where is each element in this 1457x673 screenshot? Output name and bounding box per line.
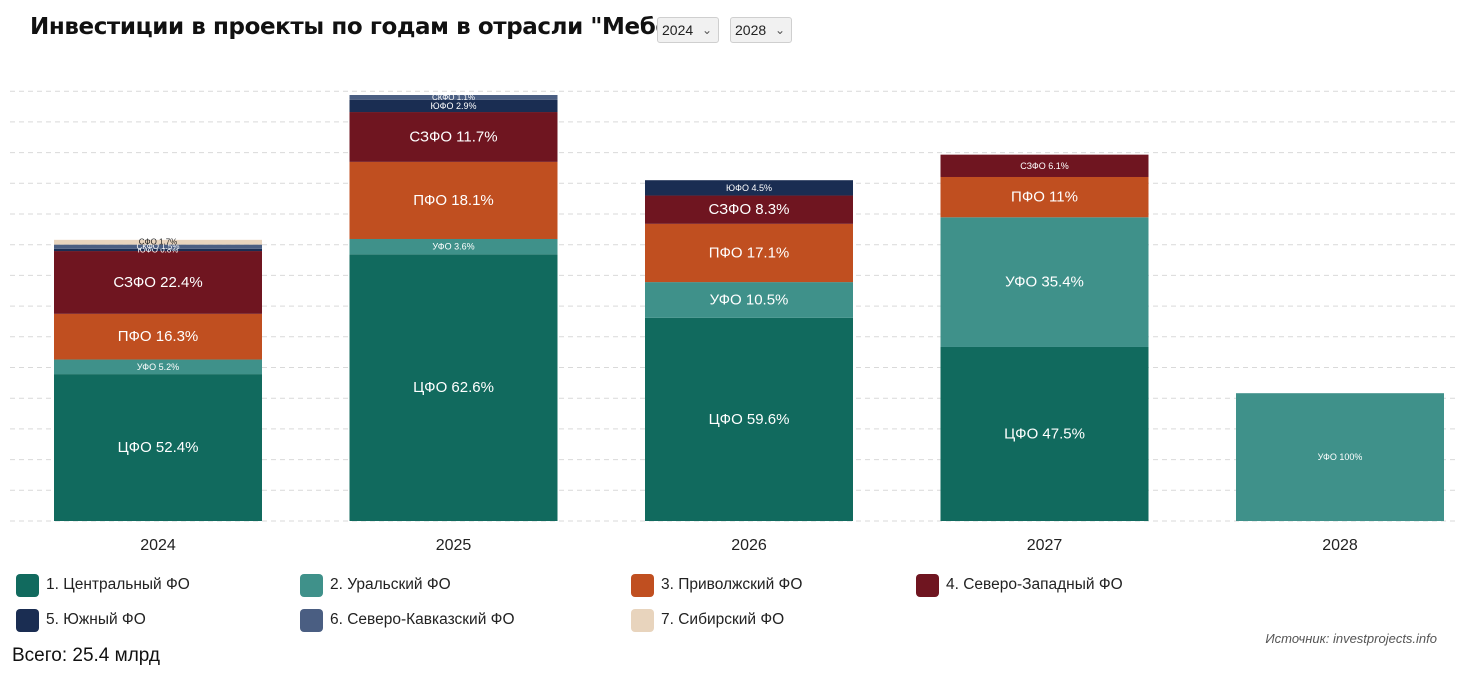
- bar-segment-pfo-2026[interactable]: [645, 223, 853, 283]
- bar-segment-pfo-2025[interactable]: [349, 161, 558, 239]
- data-label-szfo-2024: СЗФО 22.4%: [113, 274, 202, 291]
- year-to-select[interactable]: 2028 ⌄: [730, 17, 792, 43]
- data-label-yufo-2024: ЮФО 0.8%: [138, 245, 179, 254]
- bar-segment-sfo-2024[interactable]: [54, 239, 262, 245]
- data-label-pfo-2027: ПФО 11%: [1011, 189, 1078, 206]
- data-label-cfo-2026: ЦФО 59.6%: [709, 411, 790, 428]
- legend-swatch: [916, 573, 939, 597]
- data-label-ufo-2026: УФО 10.5%: [710, 291, 789, 308]
- source-note: Источник: investprojects.info: [1265, 631, 1437, 646]
- data-label-cfo-2025: ЦФО 62.6%: [413, 379, 494, 396]
- data-label-pfo-2026: ПФО 17.1%: [709, 244, 790, 261]
- data-label-sfo-2024: СФО 1.7%: [139, 238, 178, 247]
- legend-item-szfo[interactable]: 4. Северо-Западный ФО: [916, 572, 1123, 598]
- stacked-bar-chart: ЦФО 52.4% УФО 5.2% ПФО 16.3% СЗФО 22.4% ЮФО …: [10, 90, 1455, 554]
- data-label-szfo-2026: СЗФО 8.3%: [709, 201, 790, 218]
- data-label-yufo-2026: ЮФО 4.5%: [726, 183, 772, 193]
- bar-segment-cfo-2027[interactable]: [940, 346, 1149, 521]
- bar-segment-szfo-2027[interactable]: [940, 154, 1149, 177]
- legend-item-yufo[interactable]: 5. Южный ФО: [16, 607, 146, 633]
- data-label-pfo-2024: ПФО 16.3%: [118, 328, 199, 345]
- legend-swatch: [300, 608, 323, 632]
- bar-segment-ufo-2024[interactable]: [54, 359, 262, 375]
- legend-label: 1. Центральный ФО: [46, 576, 190, 593]
- bar-segment-yufo-2026[interactable]: [645, 180, 853, 196]
- bar-segment-yufo-2025[interactable]: [349, 99, 558, 113]
- bar-segment-skfo-2024[interactable]: [54, 244, 262, 249]
- legend-label: 3. Приволжский ФО: [661, 576, 803, 593]
- year-from-value: 2024: [662, 22, 694, 38]
- legend-swatch: [16, 608, 39, 632]
- data-label-cfo-2024: ЦФО 52.4%: [118, 439, 199, 456]
- legend-label: 5. Южный ФО: [46, 611, 146, 628]
- legend-label: 2. Уральский ФО: [330, 576, 451, 593]
- chevron-down-icon: ⌄: [701, 23, 712, 37]
- data-label-pfo-2025: ПФО 18.1%: [413, 192, 494, 209]
- year-from-select[interactable]: 2024 ⌄: [657, 17, 719, 43]
- data-label-yufo-2025: ЮФО 2.9%: [431, 101, 477, 111]
- bar-segment-ufo-2027[interactable]: [940, 217, 1149, 347]
- legend-swatch: [631, 608, 654, 632]
- legend-swatch: [300, 573, 323, 597]
- bar-segment-szfo-2026[interactable]: [645, 195, 853, 224]
- data-label-ufo-2027: УФО 35.4%: [1005, 274, 1084, 291]
- bar-segment-ufo-2025[interactable]: [349, 238, 558, 255]
- legend-swatch: [16, 573, 39, 597]
- data-label-ufo-2028: УФО 100%: [1318, 452, 1363, 462]
- legend-label: 4. Северо-Западный ФО: [946, 576, 1123, 593]
- bar-segment-cfo-2026[interactable]: [645, 317, 853, 521]
- bar-segment-cfo-2025[interactable]: [349, 254, 558, 521]
- data-label-skfo-2024: СКФО 1.5%: [137, 242, 180, 251]
- bar-segment-yufo-2024[interactable]: [54, 248, 262, 252]
- legend-label: 7. Сибирский ФО: [661, 611, 785, 628]
- chevron-down-icon: ⌄: [774, 23, 785, 37]
- data-label-skfo-2025: СКФО 1.1%: [432, 93, 475, 102]
- bar-segment-szfo-2024[interactable]: [54, 251, 262, 314]
- data-label-ufo-2024: УФО 5.2%: [137, 362, 179, 372]
- legend-label: 6. Северо-Кавказский ФО: [330, 611, 515, 628]
- legend-item-ufo[interactable]: 2. Уральский ФО: [300, 572, 451, 598]
- x-tick-label-2027: 2027: [1027, 537, 1063, 554]
- x-tick-label-2025: 2025: [436, 537, 472, 554]
- x-tick-label-2024: 2024: [140, 537, 176, 554]
- bar-segment-pfo-2027[interactable]: [940, 176, 1149, 218]
- data-label-szfo-2027: СЗФО 6.1%: [1020, 161, 1069, 171]
- year-to-value: 2028: [735, 22, 767, 38]
- x-tick-label-2026: 2026: [731, 537, 767, 554]
- bar-segment-cfo-2024[interactable]: [54, 374, 262, 521]
- chart-title: Инвестиции в проекты по годам в отрасли …: [30, 14, 713, 40]
- legend-swatch: [631, 573, 654, 597]
- data-label-szfo-2025: СЗФО 11.7%: [409, 128, 497, 145]
- legend-item-cfo[interactable]: 1. Центральный ФО: [16, 572, 190, 598]
- bar-segment-pfo-2024[interactable]: [54, 313, 262, 360]
- data-label-cfo-2027: ЦФО 47.5%: [1004, 425, 1085, 442]
- bar-segment-ufo-2028[interactable]: [1236, 393, 1444, 521]
- total-value: Всего: 25.4 млрд: [12, 645, 161, 666]
- legend-item-skfo[interactable]: 6. Северо-Кавказский ФО: [300, 607, 515, 633]
- bar-segment-ufo-2026[interactable]: [645, 282, 853, 318]
- legend-item-pfo[interactable]: 3. Приволжский ФО: [631, 572, 802, 598]
- x-tick-label-2028: 2028: [1322, 537, 1358, 554]
- legend-item-sfo[interactable]: 7. Сибирский ФО: [631, 607, 784, 633]
- bar-segment-skfo-2025[interactable]: [349, 95, 558, 100]
- bar-segment-szfo-2025[interactable]: [349, 112, 558, 162]
- data-label-ufo-2025: УФО 3.6%: [432, 242, 474, 252]
